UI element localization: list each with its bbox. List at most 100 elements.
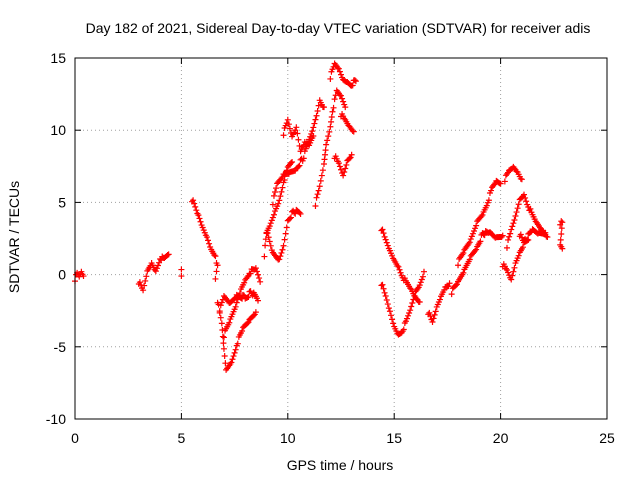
data-point bbox=[247, 270, 254, 277]
data-point bbox=[511, 264, 518, 271]
data-point bbox=[382, 236, 389, 243]
data-point bbox=[448, 291, 455, 298]
data-point bbox=[341, 169, 348, 176]
data-point bbox=[403, 315, 410, 322]
data-point bbox=[218, 320, 225, 327]
data-point bbox=[268, 217, 275, 224]
data-point bbox=[222, 360, 229, 367]
data-point bbox=[235, 293, 242, 300]
data-point bbox=[452, 282, 459, 289]
data-point bbox=[221, 352, 228, 359]
data-point bbox=[419, 273, 426, 280]
data-point bbox=[405, 312, 412, 319]
data-point bbox=[315, 102, 322, 109]
data-point bbox=[286, 125, 293, 132]
data-point bbox=[431, 311, 438, 318]
data-point bbox=[473, 246, 480, 253]
data-point bbox=[466, 256, 473, 263]
data-point bbox=[266, 238, 273, 245]
data-point bbox=[317, 177, 324, 184]
data-point bbox=[503, 244, 510, 251]
data-point bbox=[205, 237, 211, 244]
data-point bbox=[226, 319, 233, 326]
data-point bbox=[289, 158, 296, 165]
data-point bbox=[559, 245, 566, 252]
data-point bbox=[509, 223, 516, 230]
data-point bbox=[349, 127, 356, 134]
data-point bbox=[328, 114, 335, 121]
data-point bbox=[558, 218, 565, 225]
data-point bbox=[314, 107, 321, 114]
data-point bbox=[558, 231, 565, 238]
data-point bbox=[396, 266, 403, 273]
data-point bbox=[409, 299, 416, 306]
data-point bbox=[472, 225, 479, 232]
data-point bbox=[331, 96, 338, 103]
data-point bbox=[330, 104, 337, 111]
data-point bbox=[212, 275, 219, 282]
data-point bbox=[282, 230, 289, 237]
data-point bbox=[229, 356, 236, 363]
data-point bbox=[388, 312, 395, 319]
data-point bbox=[481, 232, 488, 239]
data-point bbox=[471, 227, 477, 234]
x-axis-label: GPS time / hours bbox=[287, 457, 394, 473]
data-point bbox=[383, 239, 390, 246]
data-point bbox=[327, 123, 334, 130]
data-point bbox=[517, 231, 524, 238]
data-point bbox=[513, 209, 520, 216]
data-point bbox=[193, 207, 200, 214]
data-point bbox=[441, 286, 448, 293]
data-point bbox=[338, 71, 344, 78]
data-point bbox=[278, 175, 285, 182]
data-point bbox=[480, 231, 487, 238]
data-point bbox=[510, 220, 517, 227]
y-tick-label: 0 bbox=[58, 267, 66, 283]
data-point bbox=[245, 293, 252, 300]
data-point bbox=[453, 281, 460, 288]
data-point bbox=[262, 242, 269, 249]
data-point bbox=[338, 92, 344, 99]
data-point bbox=[295, 163, 302, 170]
data-point bbox=[255, 297, 262, 304]
data-point bbox=[455, 262, 462, 269]
data-point bbox=[315, 187, 322, 194]
data-point bbox=[498, 233, 505, 240]
data-point bbox=[178, 273, 185, 280]
data-point bbox=[384, 301, 391, 308]
x-tick-label: 25 bbox=[599, 430, 615, 446]
data-point bbox=[479, 211, 486, 218]
data-point bbox=[252, 265, 259, 272]
x-tick-label: 10 bbox=[280, 430, 296, 446]
data-point bbox=[212, 253, 219, 260]
data-point bbox=[386, 308, 393, 315]
data-point bbox=[279, 174, 286, 181]
data-point bbox=[241, 279, 248, 286]
data-point bbox=[477, 238, 484, 245]
data-point bbox=[527, 205, 534, 212]
data-point bbox=[411, 292, 418, 299]
data-point bbox=[324, 137, 331, 144]
data-point bbox=[418, 276, 425, 283]
data-point bbox=[497, 180, 504, 187]
data-point bbox=[231, 295, 238, 302]
data-point bbox=[430, 315, 437, 322]
plot-frame bbox=[74, 57, 608, 420]
data-point bbox=[343, 161, 350, 168]
data-point bbox=[339, 95, 346, 102]
data-point bbox=[280, 132, 287, 139]
data-point bbox=[178, 266, 185, 273]
data-point bbox=[316, 183, 323, 190]
data-point bbox=[309, 128, 316, 135]
data-point bbox=[512, 212, 519, 219]
data-point bbox=[228, 359, 235, 366]
data-point bbox=[296, 209, 303, 216]
data-point bbox=[275, 200, 282, 207]
data-point bbox=[335, 65, 342, 72]
data-point bbox=[284, 116, 291, 123]
data-point bbox=[502, 265, 509, 272]
data-point bbox=[234, 296, 241, 303]
data-point bbox=[320, 104, 327, 111]
data-point bbox=[515, 201, 522, 208]
data-point bbox=[313, 194, 320, 201]
